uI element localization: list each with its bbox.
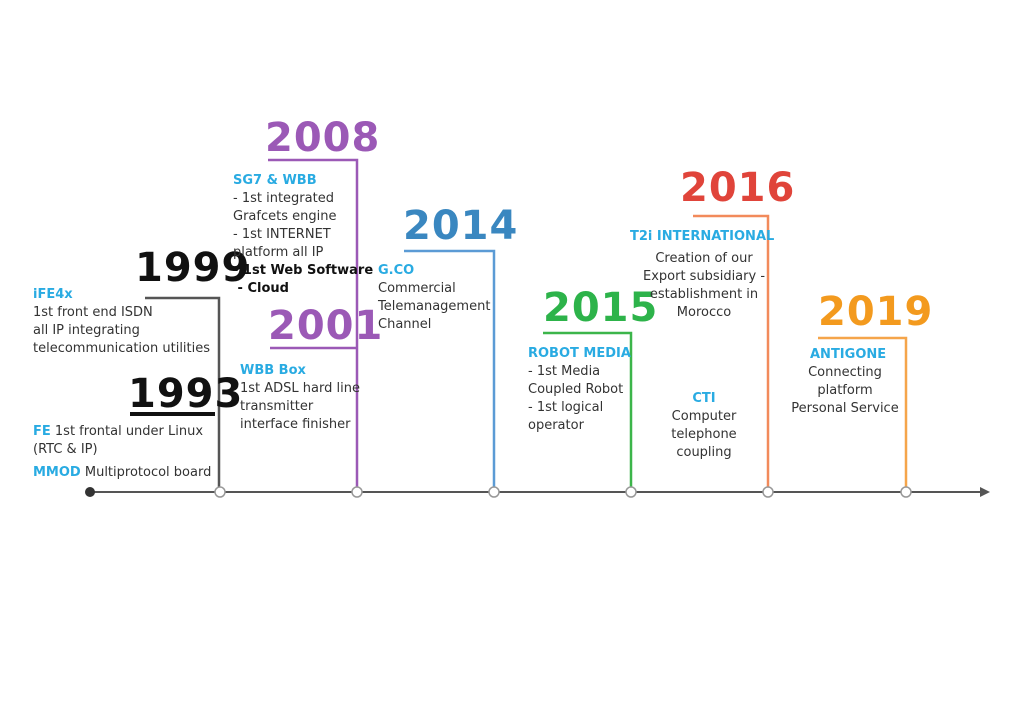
item-line: - 1st Media (528, 364, 601, 379)
year: 2001 (268, 303, 384, 349)
item-title: T2i INTERNATIONAL (630, 229, 775, 244)
item-line: Computer (671, 409, 737, 424)
item-line: Channel (378, 317, 432, 332)
axis-nodes (214, 486, 912, 498)
axis-arrow (980, 487, 990, 497)
item-line: Connecting (808, 365, 882, 380)
item-line: Grafcets engine (233, 209, 337, 224)
item: G.CO Commercial Telemanagement Channel (378, 262, 490, 334)
item-line: operator (528, 418, 584, 433)
year: 2014 (403, 203, 519, 249)
item-line: coupling (676, 445, 732, 460)
item-line: 1st frontal under Linux (54, 424, 204, 439)
item-line: - 1st INTERNET (233, 227, 331, 242)
item-line: 1st ADSL hard line (240, 381, 360, 396)
item-title: SG7 & WBB (233, 173, 317, 188)
year: 1993 (128, 371, 244, 417)
year: 1999 (135, 245, 251, 291)
item-title: iFE4x (33, 287, 73, 302)
item-line: transmitter (240, 399, 314, 414)
year: 2016 (680, 165, 796, 211)
year: 2008 (265, 115, 381, 161)
item-line: Morocco (676, 305, 732, 320)
item-line: 1st front end ISDN (33, 305, 153, 320)
item-line: (RTC & IP) (33, 442, 98, 457)
item-line: establishment in (649, 287, 759, 302)
item-title: G.CO (378, 263, 415, 278)
item-line: platform (817, 383, 873, 398)
item-line: Creation of our (655, 251, 753, 266)
year: 2015 (543, 285, 659, 331)
item-line: Multiprotocol board (84, 465, 212, 480)
item-line: Telemanagement (378, 299, 491, 314)
item: WBB Box 1st ADSL hard line transmitter i… (240, 362, 360, 434)
item-title: ANTIGONE (810, 347, 887, 362)
item: ROBOT MEDIA - 1st Media Coupled Robot - … (528, 345, 631, 435)
item-line: interface finisher (240, 417, 351, 432)
item-line: all IP integrating (33, 323, 140, 338)
item-title: ROBOT MEDIA (528, 346, 631, 361)
connectors (130, 158, 908, 492)
item-line: - 1st integrated (233, 191, 334, 206)
item: ANTIGONE Connecting platform Personal Se… (791, 346, 925, 418)
item-line: - Cloud (233, 281, 289, 296)
item-title: CTI (692, 391, 716, 406)
item-line: telecommunication utilities (33, 341, 211, 356)
item: iFE4x 1st front end ISDN all IP integrat… (33, 286, 210, 358)
item: FE 1st frontal under Linux (RTC & IP) MM… (33, 423, 211, 482)
item-title: MMOD (33, 465, 81, 480)
axis-start (85, 487, 95, 497)
item-line: Export subsidiary - (642, 269, 766, 284)
item: SG7 & WBB - 1st integrated Grafcets engi… (233, 172, 373, 298)
item-line: platform all IP (233, 245, 324, 260)
item: T2i INTERNATIONAL Creation of our Export… (630, 228, 784, 322)
item-line: telephone (671, 427, 737, 442)
item-title: FE (33, 424, 51, 439)
year: 2019 (818, 289, 934, 335)
item: CTI Computer telephone coupling (624, 390, 784, 462)
item-line: Commercial (378, 281, 456, 296)
item-title: WBB Box (240, 363, 306, 378)
item-line: Personal Service (791, 401, 899, 416)
item-line: - 1st Web Software (233, 263, 374, 278)
item-line: - 1st logical (528, 400, 604, 415)
item-line: Coupled Robot (528, 382, 624, 397)
